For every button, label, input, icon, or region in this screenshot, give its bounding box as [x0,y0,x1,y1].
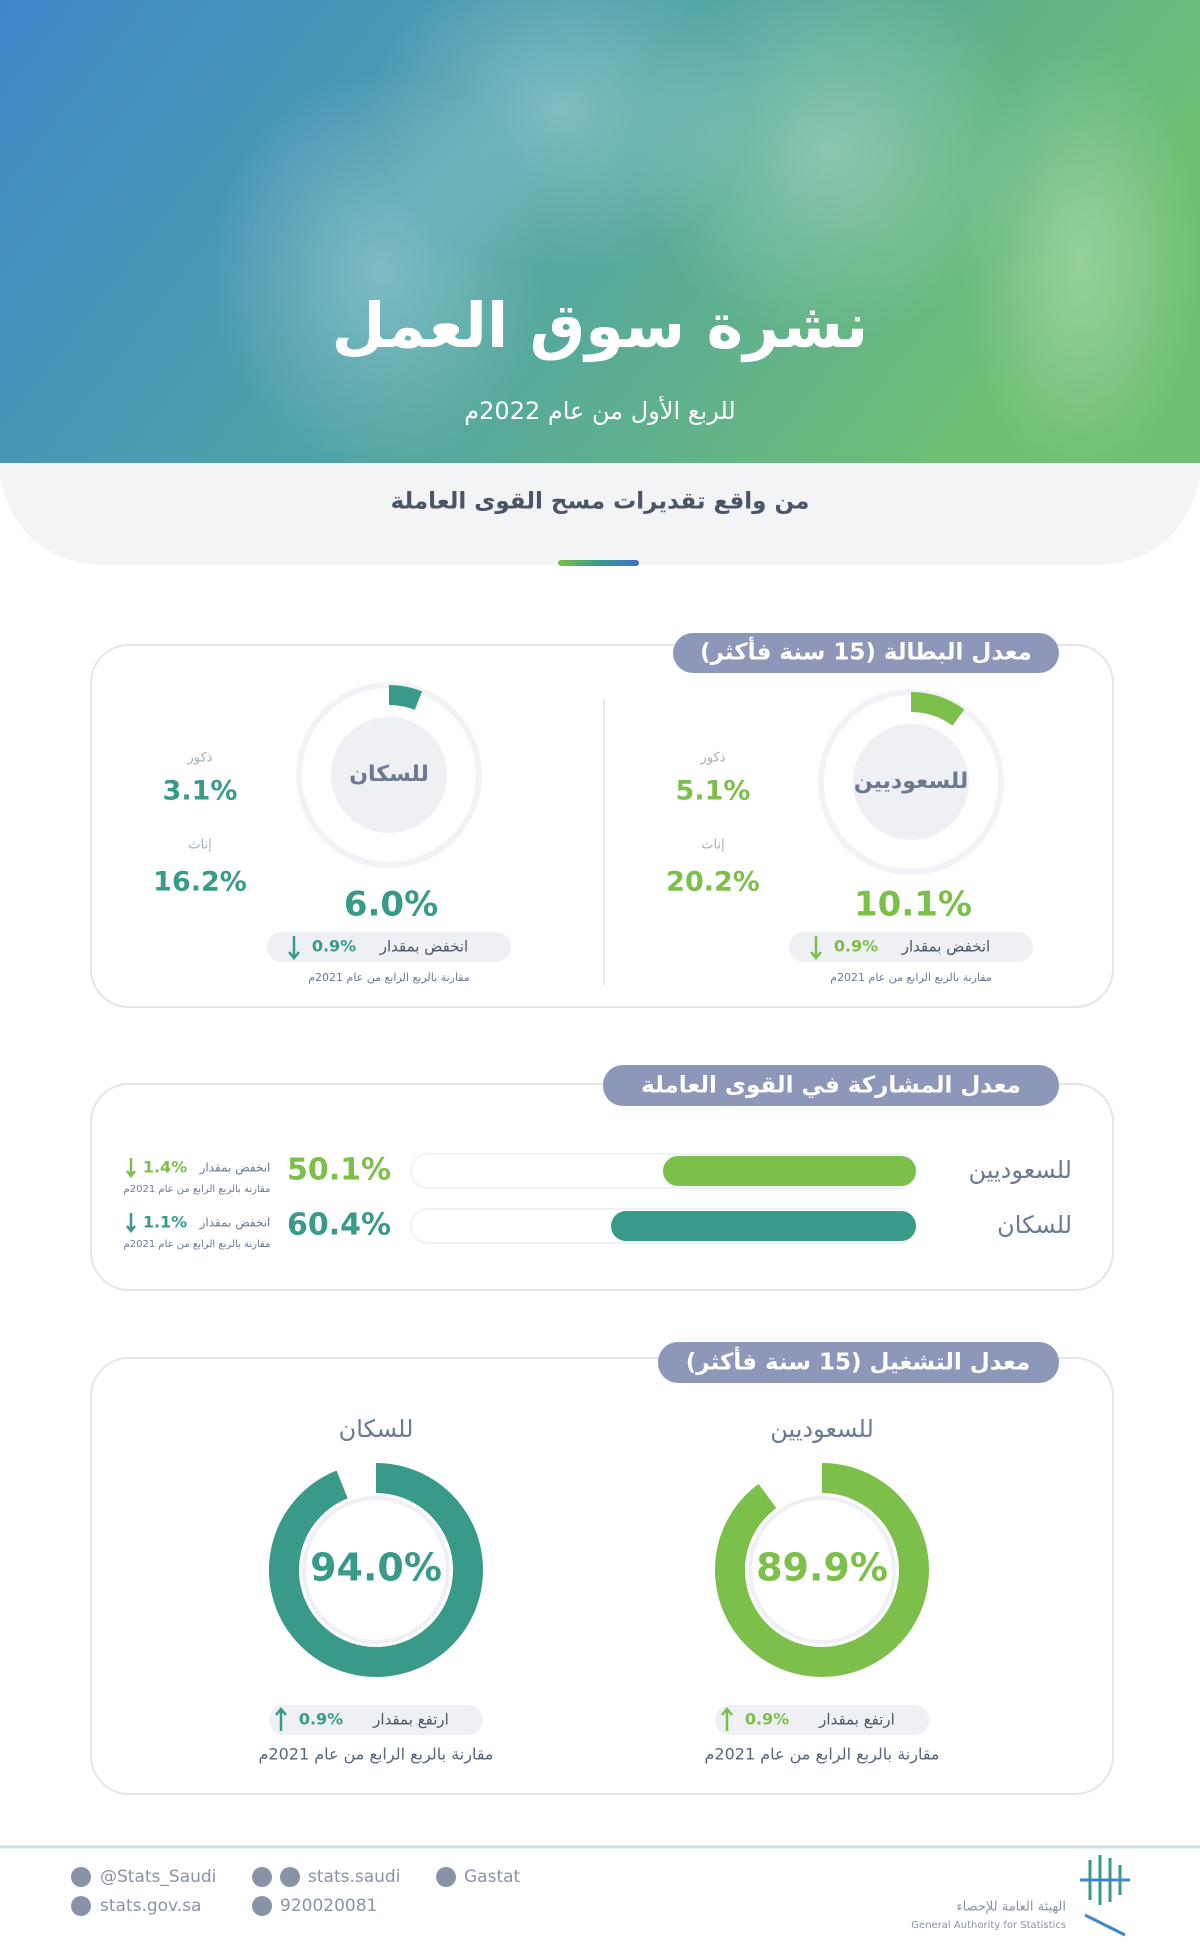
title: نشرة سوق العمل [332,289,868,362]
section-box [90,1357,1114,1795]
donut-center [302,1496,450,1644]
value-label: 50.1% [287,1153,391,1188]
value-label: 60.4% [287,1208,391,1243]
twitter: @Stats_Saudi [100,1867,216,1887]
twitter-icon [71,1867,91,1887]
accent-line [558,560,639,566]
org-name-en: General Authority for Statistics [911,1920,1066,1931]
facebook-icon [252,1867,272,1887]
change-pill [269,1705,483,1735]
arrow-down [126,1158,136,1179]
photo-shape [630,0,1030,340]
males-label: ذكور [700,751,726,766]
section-pill [673,633,1059,673]
arrow-down [288,936,300,960]
change-value: 0.9% [745,1710,789,1729]
change-pill [789,932,1033,962]
group-name: للسكان [997,1211,1072,1239]
group-name: للسكان [339,1415,414,1443]
logo [1080,1855,1130,1937]
instagram-icon [280,1867,300,1887]
change-value: 1.1% [143,1213,187,1232]
phone: 920020081 [280,1896,377,1916]
donut-arc [269,1463,483,1677]
change-label: انخفض بمقدار [379,938,468,956]
comparison: مقارنة بالربع الرابع من عام 2021م [124,1239,271,1250]
change-label: انخفض بمقدار [199,1216,271,1231]
males-value: 3.1% [163,776,238,807]
change-label: ارتفع بمقدار [818,1711,895,1729]
bar [610,1211,916,1241]
change-value: 0.9% [312,937,356,956]
group-name: للسكان [349,762,428,787]
females-value: 20.2% [666,867,760,898]
change-value: 0.9% [834,937,878,956]
value-label: 89.9% [756,1546,888,1590]
phone-icon [252,1896,272,1916]
group-name: للسعوديين [854,769,968,794]
comparison: مقارنة بالربع الرابع من عام 2021م [830,971,992,984]
donut-center [748,1496,896,1644]
linkedin: Gastat [464,1867,521,1887]
photo-shape [960,40,1200,480]
comparison: مقارنة بالربع الرابع من عام 2021م [308,971,470,984]
arrow-up [721,1707,733,1731]
value-label: 6.0% [344,885,438,925]
website: stats.gov.sa [100,1896,201,1916]
comparison: مقارنة بالربع الرابع من عام 2021م [705,1745,940,1765]
web-icon [71,1896,91,1916]
tagline: من واقع تقديرات مسح القوى العاملة [391,489,810,515]
donut-center [853,724,969,840]
females-label: إناث [188,838,211,853]
header-band [0,463,1200,565]
change-label: ارتفع بمقدار [372,1711,449,1729]
donut-center [331,717,447,833]
donut-arc [910,692,965,726]
value-label: 10.1% [854,885,972,925]
arrow-up [275,1707,287,1731]
section-title: معدل المشاركة في القوى العاملة [641,1073,1021,1099]
section-title: معدل البطالة (15 سنة فأكثر) [700,636,1032,666]
group-name: للسعوديين [968,1156,1072,1184]
section-pill [603,1065,1059,1106]
males-label: ذكور [187,751,213,766]
females-label: إناث [701,838,724,853]
section-pill [658,1342,1059,1383]
value-label: 94.0% [310,1546,442,1590]
females-value: 16.2% [153,867,247,898]
change-value: 0.9% [299,1710,343,1729]
section-title: معدل التشغيل (15 سنة فأكثر) [686,1346,1030,1376]
comparison: مقارنة بالربع الرابع من عام 2021م [124,1184,271,1195]
arrow-down [126,1213,136,1234]
group-name: للسعوديين [770,1415,874,1443]
org-name-ar: الهيئة العامة للإحصاء [957,1900,1066,1915]
change-pill [267,932,511,962]
males-value: 5.1% [676,776,751,807]
change-label: انخفض بمقدار [199,1161,271,1176]
donut-arc [388,685,423,711]
change-value: 1.4% [143,1158,187,1177]
arrow-down [810,936,822,960]
linkedin-icon [436,1867,456,1887]
social: stats.saudi [308,1867,400,1887]
subtitle: للربع الأول من عام 2022م [464,396,735,425]
bar [662,1156,916,1186]
change-label: انخفض بمقدار [901,938,990,956]
change-pill [715,1705,929,1735]
comparison: مقارنة بالربع الرابع من عام 2021م [259,1745,494,1765]
donut-arc [715,1463,929,1677]
